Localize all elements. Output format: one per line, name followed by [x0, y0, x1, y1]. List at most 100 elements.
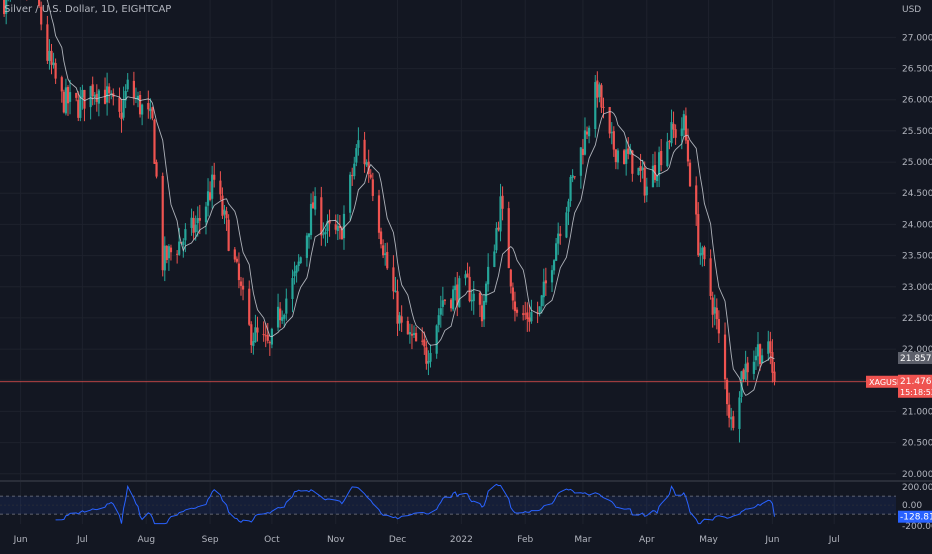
- candle-body: [583, 130, 587, 155]
- time-tick-label: Mar: [574, 535, 591, 545]
- candle-body: [507, 208, 510, 269]
- candle-body: [452, 289, 455, 310]
- candle-body: [723, 334, 727, 380]
- candle-body: [227, 219, 230, 251]
- candle-body: [674, 129, 677, 138]
- candle-body: [163, 245, 166, 271]
- cci-value-tag: [898, 510, 932, 523]
- candle-body: [738, 397, 741, 429]
- time-tick-label: Sep: [202, 535, 219, 545]
- time-tick-label: Jun: [13, 535, 28, 545]
- candle-body: [136, 95, 140, 100]
- candle-body: [262, 333, 265, 335]
- candle-body: [742, 369, 745, 380]
- candle-body: [625, 149, 628, 164]
- price-tick-label: 27.000: [902, 33, 932, 43]
- candle-body: [83, 89, 86, 109]
- candle-body: [684, 115, 688, 141]
- candle-body: [643, 167, 646, 196]
- candle-body: [435, 325, 438, 354]
- candle-body: [701, 247, 704, 255]
- time-tick-label: Nov: [327, 535, 345, 545]
- candle-body: [536, 312, 539, 314]
- price-tick-label: 24.000: [902, 220, 932, 230]
- candle-body: [468, 276, 471, 302]
- candle-body: [122, 99, 125, 118]
- candle-body: [213, 174, 216, 180]
- price-tick-label: 22.500: [902, 314, 932, 324]
- candle-body: [414, 332, 418, 342]
- candle-body: [81, 89, 84, 98]
- candle-body: [410, 333, 414, 336]
- symbol-label: XAGUSD: [869, 378, 903, 387]
- candle-body: [464, 274, 467, 279]
- price-tick-label: 26.500: [902, 65, 932, 75]
- candle-body: [357, 140, 360, 148]
- candle-body: [771, 352, 774, 373]
- candle-body: [412, 333, 416, 336]
- time-tick-label: Feb: [517, 535, 533, 545]
- candle-body: [235, 258, 238, 262]
- candle-body: [552, 260, 556, 271]
- candle-body: [439, 308, 442, 315]
- candle-body: [697, 214, 700, 256]
- candle-body: [631, 150, 634, 174]
- candle-body: [299, 257, 302, 264]
- candle-body: [645, 186, 648, 196]
- candle-body: [340, 229, 344, 240]
- price-tick-label: 25.500: [902, 127, 932, 137]
- candle-body: [437, 315, 440, 325]
- candle-body: [544, 280, 547, 284]
- candle-body: [256, 327, 259, 333]
- candle-body: [124, 90, 127, 101]
- candle-body: [746, 362, 749, 373]
- candle-body: [470, 299, 473, 302]
- candle-body: [108, 86, 111, 94]
- candle-body: [672, 123, 675, 130]
- candle-body: [686, 140, 690, 162]
- candle-body: [480, 305, 484, 322]
- candle-body: [699, 253, 702, 256]
- cci-value-label: -128.81: [900, 513, 932, 523]
- candle-body: [46, 24, 49, 61]
- candle-body: [334, 224, 337, 230]
- candle-body: [153, 119, 156, 164]
- candle-body: [48, 50, 51, 61]
- candle-body: [155, 162, 158, 177]
- candle-body: [355, 148, 358, 163]
- candle-body: [151, 107, 154, 119]
- candle-body: [38, 0, 41, 6]
- candle-body: [204, 206, 208, 223]
- candle-body: [295, 265, 298, 273]
- candle-body: [767, 341, 770, 354]
- candle-body: [369, 174, 372, 178]
- cci-tick-label: 200.00: [902, 483, 932, 493]
- candle-body: [223, 209, 226, 215]
- candle-body: [79, 96, 82, 118]
- candle-body: [478, 292, 482, 305]
- candle-body: [384, 253, 387, 256]
- candle-body: [279, 308, 282, 321]
- candle-body: [285, 298, 288, 314]
- candle-body: [120, 112, 123, 120]
- candle-body: [64, 87, 68, 114]
- candle-body: [219, 180, 222, 195]
- candle-body: [190, 217, 193, 228]
- candle-body: [165, 245, 168, 261]
- candle-body: [616, 150, 620, 163]
- candle-body: [291, 278, 294, 299]
- candle-body: [254, 327, 257, 343]
- candle-body: [458, 278, 461, 308]
- candle-body: [472, 293, 475, 302]
- candle-body: [713, 307, 716, 314]
- candle-body: [499, 196, 502, 232]
- countdown-label: 15:18:52: [900, 388, 932, 397]
- candle-body: [241, 285, 245, 290]
- time-tick-label: Jul: [76, 535, 88, 545]
- candle-body: [666, 141, 669, 167]
- candle-body: [538, 306, 541, 313]
- candle-body: [398, 315, 401, 324]
- candle-body: [761, 355, 764, 364]
